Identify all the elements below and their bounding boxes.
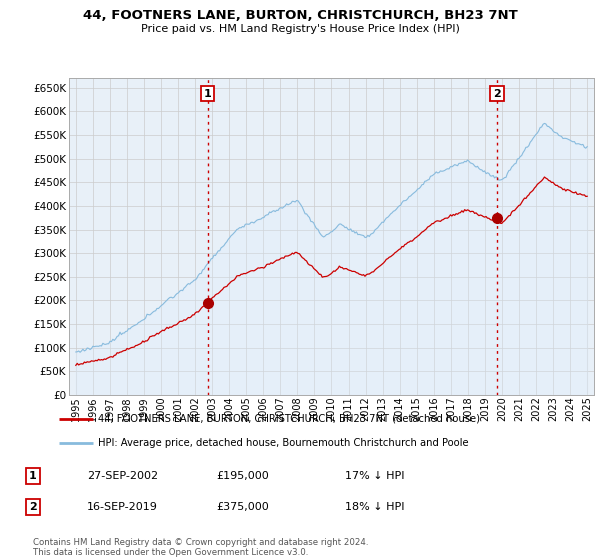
Text: £375,000: £375,000: [216, 502, 269, 512]
Text: 16-SEP-2019: 16-SEP-2019: [87, 502, 158, 512]
Text: 17% ↓ HPI: 17% ↓ HPI: [345, 471, 404, 481]
Text: 18% ↓ HPI: 18% ↓ HPI: [345, 502, 404, 512]
Text: £195,000: £195,000: [216, 471, 269, 481]
Text: 44, FOOTNERS LANE, BURTON, CHRISTCHURCH, BH23 7NT: 44, FOOTNERS LANE, BURTON, CHRISTCHURCH,…: [83, 9, 517, 22]
Text: HPI: Average price, detached house, Bournemouth Christchurch and Poole: HPI: Average price, detached house, Bour…: [98, 438, 469, 449]
Text: 27-SEP-2002: 27-SEP-2002: [87, 471, 158, 481]
Text: Contains HM Land Registry data © Crown copyright and database right 2024.
This d: Contains HM Land Registry data © Crown c…: [33, 538, 368, 557]
Text: 1: 1: [204, 88, 212, 99]
Text: 2: 2: [29, 502, 37, 512]
Text: Price paid vs. HM Land Registry's House Price Index (HPI): Price paid vs. HM Land Registry's House …: [140, 24, 460, 34]
Text: 2: 2: [493, 88, 501, 99]
Text: 44, FOOTNERS LANE, BURTON, CHRISTCHURCH, BH23 7NT (detached house): 44, FOOTNERS LANE, BURTON, CHRISTCHURCH,…: [98, 414, 480, 424]
Text: 1: 1: [29, 471, 37, 481]
